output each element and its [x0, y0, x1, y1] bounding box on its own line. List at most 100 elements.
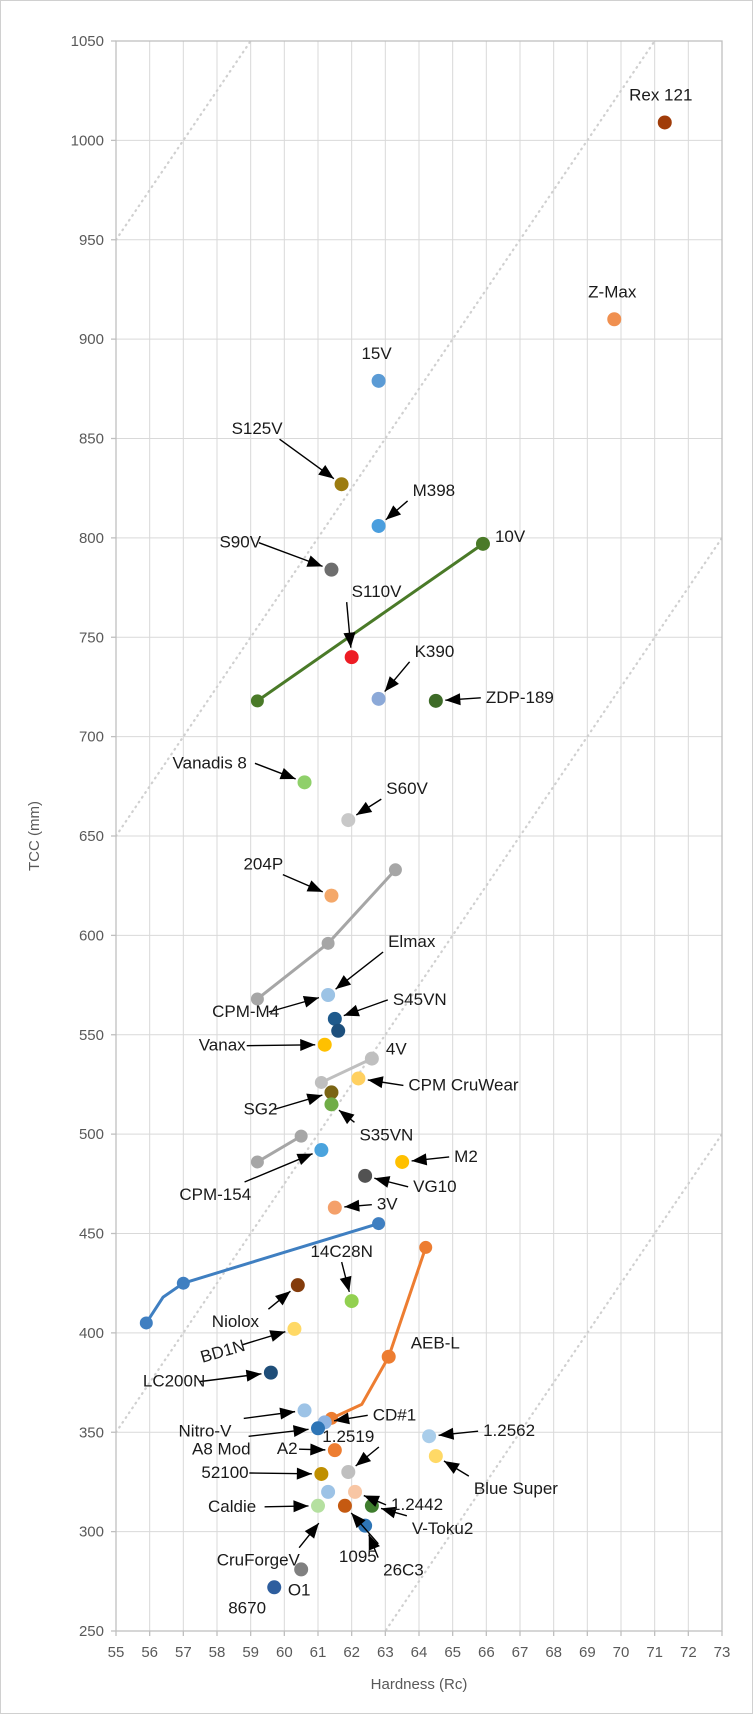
- data-point[interactable]: [422, 1429, 437, 1444]
- point-label: A8 Mod: [192, 1439, 251, 1458]
- y-tick-label: 550: [79, 1027, 104, 1044]
- point-label: S35VN: [359, 1125, 413, 1144]
- data-point[interactable]: [294, 1562, 309, 1577]
- series-marker[interactable]: [321, 936, 335, 950]
- data-point[interactable]: [321, 1484, 336, 1499]
- point-label: CruForgeV: [217, 1551, 301, 1570]
- data-point[interactable]: [311, 1498, 325, 1513]
- y-axis-title: TCC (mm): [26, 801, 43, 871]
- point-label: 3V: [377, 1195, 398, 1214]
- leader-arrowhead: [306, 880, 323, 892]
- leader-arrowhead: [302, 995, 319, 1008]
- x-tick-label: 69: [579, 1644, 596, 1661]
- data-point[interactable]: [287, 1321, 302, 1336]
- leader-arrowhead: [367, 1076, 384, 1089]
- data-point[interactable]: [314, 1143, 329, 1158]
- data-point[interactable]: [324, 562, 339, 577]
- x-tick-label: 72: [680, 1644, 697, 1661]
- point-label: M398: [413, 481, 456, 500]
- data-point[interactable]: [314, 1466, 329, 1481]
- data-point[interactable]: [324, 888, 339, 903]
- data-point[interactable]: [321, 988, 336, 1002]
- data-point[interactable]: [344, 1294, 359, 1309]
- x-tick-label: 63: [377, 1644, 394, 1661]
- series-marker[interactable]: [176, 1276, 190, 1290]
- data-point[interactable]: [331, 1023, 346, 1038]
- data-point[interactable]: [358, 1168, 373, 1183]
- data-point[interactable]: [297, 1403, 312, 1418]
- series-marker[interactable]: [419, 1240, 433, 1254]
- data-point[interactable]: [371, 373, 386, 388]
- x-tick-label: 66: [478, 1644, 495, 1661]
- series-marker[interactable]: [372, 1217, 386, 1231]
- x-tick-label: 67: [512, 1644, 529, 1661]
- data-point[interactable]: [475, 536, 490, 551]
- data-point[interactable]: [297, 775, 312, 790]
- y-tick-label: 600: [79, 927, 104, 944]
- point-label: Nitro-V: [179, 1421, 233, 1440]
- point-label: Caldie: [208, 1497, 256, 1516]
- data-points: [263, 115, 672, 1595]
- series-line: [255, 542, 485, 703]
- leader-arrowhead: [245, 1369, 262, 1382]
- series-marker[interactable]: [139, 1316, 153, 1330]
- series-marker[interactable]: [294, 1129, 308, 1143]
- leader-arrowhead: [296, 1153, 313, 1165]
- leader-arrowhead: [279, 767, 296, 780]
- series-marker[interactable]: [388, 863, 402, 877]
- x-tick-label: 70: [613, 1644, 630, 1661]
- data-point[interactable]: [311, 1421, 325, 1436]
- data-point[interactable]: [371, 691, 386, 706]
- point-label: K390: [415, 642, 455, 661]
- point-label: Vanax: [199, 1036, 246, 1055]
- point-label: 26C3: [383, 1561, 424, 1580]
- point-label: 204P: [243, 855, 283, 874]
- data-point[interactable]: [341, 1465, 356, 1479]
- x-tick-label: 71: [646, 1644, 663, 1661]
- leader-arrowhead: [304, 1523, 319, 1539]
- data-point[interactable]: [263, 1365, 278, 1380]
- data-point[interactable]: [657, 115, 672, 130]
- data-point[interactable]: [428, 693, 443, 708]
- data-point[interactable]: [334, 477, 349, 492]
- point-label: V-Toku2: [412, 1519, 473, 1538]
- data-point[interactable]: [341, 813, 356, 828]
- data-point[interactable]: [428, 1449, 443, 1464]
- series-marker[interactable]: [314, 1075, 328, 1089]
- data-point[interactable]: [324, 1085, 339, 1100]
- data-point[interactable]: [327, 1443, 342, 1458]
- leader-arrows: [199, 438, 481, 1558]
- data-point[interactable]: [337, 1498, 352, 1513]
- x-tick-label: 64: [411, 1644, 428, 1661]
- point-label: SG2: [243, 1099, 277, 1118]
- leader-arrowhead: [318, 464, 334, 479]
- data-point[interactable]: [327, 1200, 342, 1215]
- data-point[interactable]: [327, 1011, 342, 1026]
- data-point[interactable]: [607, 312, 622, 327]
- data-point[interactable]: [324, 1097, 339, 1112]
- data-point[interactable]: [344, 650, 359, 665]
- leader-arrowhead: [355, 1451, 372, 1466]
- x-tick-label: 62: [343, 1644, 360, 1661]
- y-tick-label: 750: [79, 629, 104, 646]
- point-label: 1095: [339, 1547, 377, 1566]
- data-point[interactable]: [395, 1154, 410, 1169]
- point-label: ZDP-189: [486, 688, 554, 707]
- leader-arrowhead: [339, 1275, 352, 1292]
- data-point[interactable]: [381, 1349, 396, 1364]
- data-point[interactable]: [364, 1051, 379, 1066]
- series-line: [144, 1222, 381, 1325]
- data-point[interactable]: [371, 518, 386, 533]
- point-label: CD#1: [373, 1405, 416, 1424]
- guide-line: [116, 41, 656, 838]
- series-marker[interactable]: [250, 1155, 264, 1169]
- data-point[interactable]: [290, 1278, 305, 1293]
- series-marker[interactable]: [250, 992, 264, 1006]
- data-point[interactable]: [267, 1580, 282, 1595]
- data-point[interactable]: [351, 1071, 366, 1086]
- guide-line: [116, 536, 722, 1434]
- data-point[interactable]: [348, 1484, 363, 1499]
- series-marker[interactable]: [250, 694, 264, 708]
- leader-arrowhead: [374, 1176, 391, 1188]
- data-point[interactable]: [317, 1037, 332, 1052]
